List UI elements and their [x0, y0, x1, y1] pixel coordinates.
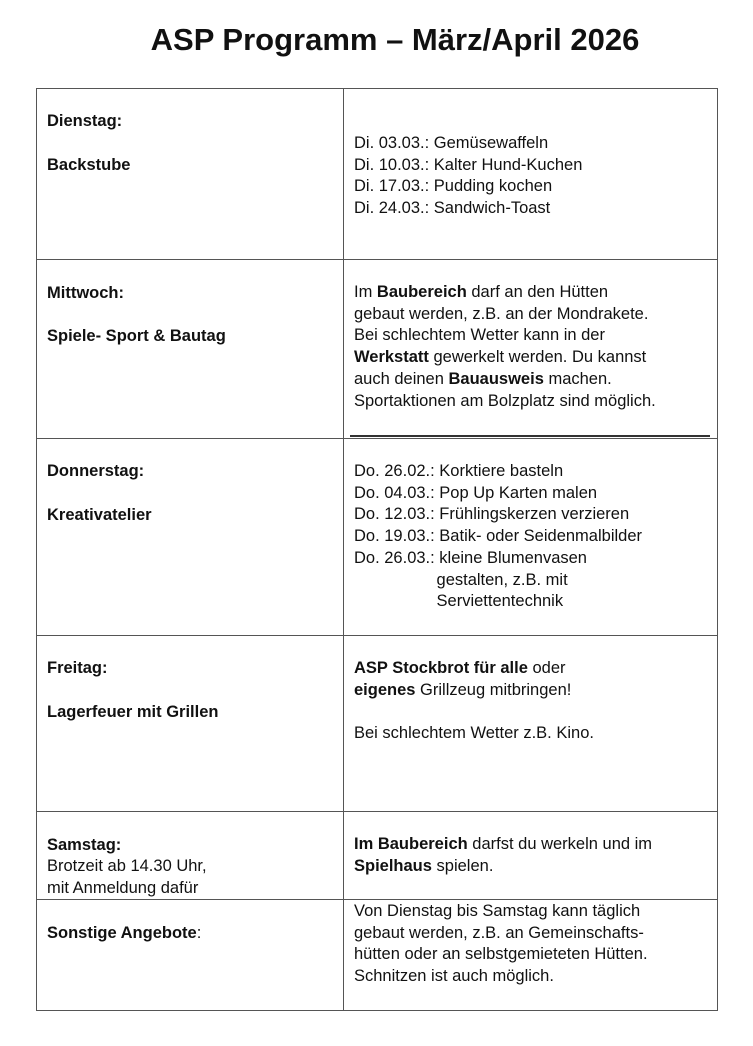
- day-label: Sonstige Angebote:: [47, 923, 201, 945]
- content-line: ASP Stockbrot für alle oder: [354, 658, 594, 680]
- text: Sportaktionen am Bolzplatz sind möglich.: [354, 391, 656, 410]
- text: Bei schlechtem Wetter kann in der: [354, 326, 605, 345]
- day-label: Samstag:: [47, 836, 122, 854]
- topic-label: Lagerfeuer mit Grillen: [47, 703, 219, 721]
- content-line: gebaut werden, z.B. an Gemeinschafts-: [354, 923, 648, 945]
- text: Von Dienstag bis Samstag kann täglich: [354, 902, 641, 920]
- text: gebaut werden, z.B. an Gemeinschafts-: [354, 923, 644, 942]
- content-line: gebaut werden, z.B. an der Mondrakete.: [354, 304, 656, 326]
- content-line: Werkstatt gewerkelt werden. Du kannst: [354, 347, 656, 369]
- bold-text: Werkstatt: [354, 348, 429, 367]
- content-line: Im Baubereich darf an den Hütten: [354, 282, 656, 304]
- day-label: Dienstag:: [47, 112, 123, 130]
- text: Do. 19.03.: Batik- oder Seidenmalbilder: [354, 527, 642, 546]
- content-line: Von Dienstag bis Samstag kann täglich: [354, 901, 648, 923]
- text: Do. 12.03.: Frühlingskerzen verzieren: [354, 505, 630, 524]
- content-line: Schnitzen ist auch möglich.: [354, 966, 648, 988]
- content-line: Do. 12.03.: Frühlingskerzen verzieren: [354, 504, 642, 526]
- day-label-suffix: :: [196, 924, 202, 942]
- day-label: Mittwoch:: [47, 284, 124, 302]
- text: machen.: [543, 369, 612, 388]
- content-line: Di. 10.03.: Kalter Hund-Kuchen: [354, 155, 582, 177]
- text: Do. 04.03.: Pop Up Karten malen: [354, 483, 598, 502]
- content-line: gestalten, z.B. mit: [354, 570, 642, 592]
- table-border: [36, 1010, 718, 1011]
- row-divider: [36, 635, 718, 636]
- content-line: Sportaktionen am Bolzplatz sind möglich.: [354, 391, 656, 413]
- topic-label: Spiele- Sport & Bautag: [47, 327, 226, 345]
- detail-text: mit Anmeldung dafür: [47, 879, 199, 897]
- text: Serviettentechnik: [354, 592, 564, 611]
- row-divider: [36, 438, 718, 439]
- text: Di. 10.03.: Kalter Hund-Kuchen: [354, 155, 583, 174]
- table-border: [717, 88, 718, 1011]
- text: Di. 17.03.: Pudding kochen: [354, 177, 553, 196]
- row-content: Im Baubereich darfst du werkeln und im Sp…: [354, 834, 652, 877]
- content-line: Do. 26.02.: Korktiere basteln: [354, 461, 642, 483]
- content-line: hütten oder an selbstgemieteten Hütten.: [354, 944, 648, 966]
- text: darfst du werkeln und im: [467, 835, 653, 853]
- content-line: eigenes Grillzeug mitbringen!: [354, 680, 594, 702]
- content-line: [354, 701, 594, 723]
- row-content: Do. 26.02.: Korktiere basteln Do. 04.03.:…: [354, 461, 642, 613]
- text: Schnitzen ist auch möglich.: [354, 967, 554, 986]
- text: Do. 26.02.: Korktiere basteln: [354, 462, 564, 480]
- text: [354, 702, 359, 720]
- text: Grillzeug mitbringen!: [415, 680, 572, 699]
- text: auch deinen: [354, 369, 449, 388]
- text: oder: [527, 659, 566, 677]
- text: gebaut werden, z.B. an der Mondrakete.: [354, 304, 649, 323]
- text: gewerkelt werden. Du kannst: [428, 348, 647, 367]
- page-title: ASP Programm – März/April 2026: [150, 22, 640, 57]
- content-line: Di. 03.03.: Gemüsewaffeln: [354, 133, 582, 155]
- bold-text: Spielhaus: [354, 856, 432, 875]
- bold-text: Baubereich: [376, 283, 467, 301]
- text: Bei schlechtem Wetter z.B. Kino.: [354, 724, 594, 743]
- content-line: Bei schlechtem Wetter kann in der: [354, 325, 656, 347]
- text: Di. 24.03.: Sandwich-Toast: [354, 199, 551, 218]
- row-divider: [36, 259, 718, 260]
- text: Im: [354, 283, 377, 301]
- separator-line: [350, 435, 710, 437]
- bold-text: eigenes: [354, 680, 416, 699]
- text: spielen.: [431, 856, 494, 875]
- day-label: Freitag:: [47, 659, 108, 677]
- text: Do. 26.03.: kleine Blumenvasen: [354, 548, 587, 567]
- text: darf an den Hütten: [466, 283, 609, 301]
- content-line: auch deinen Bauausweis machen.: [354, 369, 656, 391]
- text: gestalten, z.B. mit: [354, 570, 568, 589]
- content-line: Spielhaus spielen.: [354, 856, 652, 878]
- column-divider: [343, 88, 344, 1011]
- content-line: Do. 26.03.: kleine Blumenvasen: [354, 548, 642, 570]
- table-border: [36, 88, 718, 89]
- content-line: Di. 17.03.: Pudding kochen: [354, 176, 582, 198]
- bold-text: ASP Stockbrot für alle: [354, 659, 528, 677]
- content-line: Di. 24.03.: Sandwich-Toast: [354, 198, 582, 220]
- row-content: Im Baubereich darf an den Hütten gebaut w…: [354, 282, 656, 412]
- day-label-text: Sonstige Angebote: [47, 924, 197, 942]
- row-content: Von Dienstag bis Samstag kann täglich geb…: [354, 901, 648, 988]
- row-content: ASP Stockbrot für alle oder eigenes Grill…: [354, 658, 594, 745]
- bold-text: Bauausweis: [448, 369, 544, 388]
- topic-label: Kreativatelier: [47, 506, 152, 524]
- content-line: Do. 19.03.: Batik- oder Seidenmalbilder: [354, 526, 642, 548]
- detail-text: Brotzeit ab 14.30 Uhr,: [47, 857, 207, 875]
- row-content: Di. 03.03.: Gemüsewaffeln Di. 10.03.: Kal…: [354, 133, 582, 220]
- content-line: Bei schlechtem Wetter z.B. Kino.: [354, 723, 594, 745]
- table-border: [36, 88, 37, 1011]
- day-label: Donnerstag:: [47, 462, 145, 480]
- row-divider: [36, 811, 718, 812]
- content-line: Im Baubereich darfst du werkeln und im: [354, 834, 652, 856]
- content-line: Serviettentechnik: [354, 591, 642, 613]
- row-divider: [36, 899, 718, 900]
- content-line: Do. 04.03.: Pop Up Karten malen: [354, 483, 642, 505]
- topic-label: Backstube: [47, 156, 131, 174]
- text: hütten oder an selbstgemieteten Hütten.: [354, 945, 648, 964]
- text: Di. 03.03.: Gemüsewaffeln: [354, 134, 549, 152]
- bold-text: Im Baubereich: [354, 835, 468, 853]
